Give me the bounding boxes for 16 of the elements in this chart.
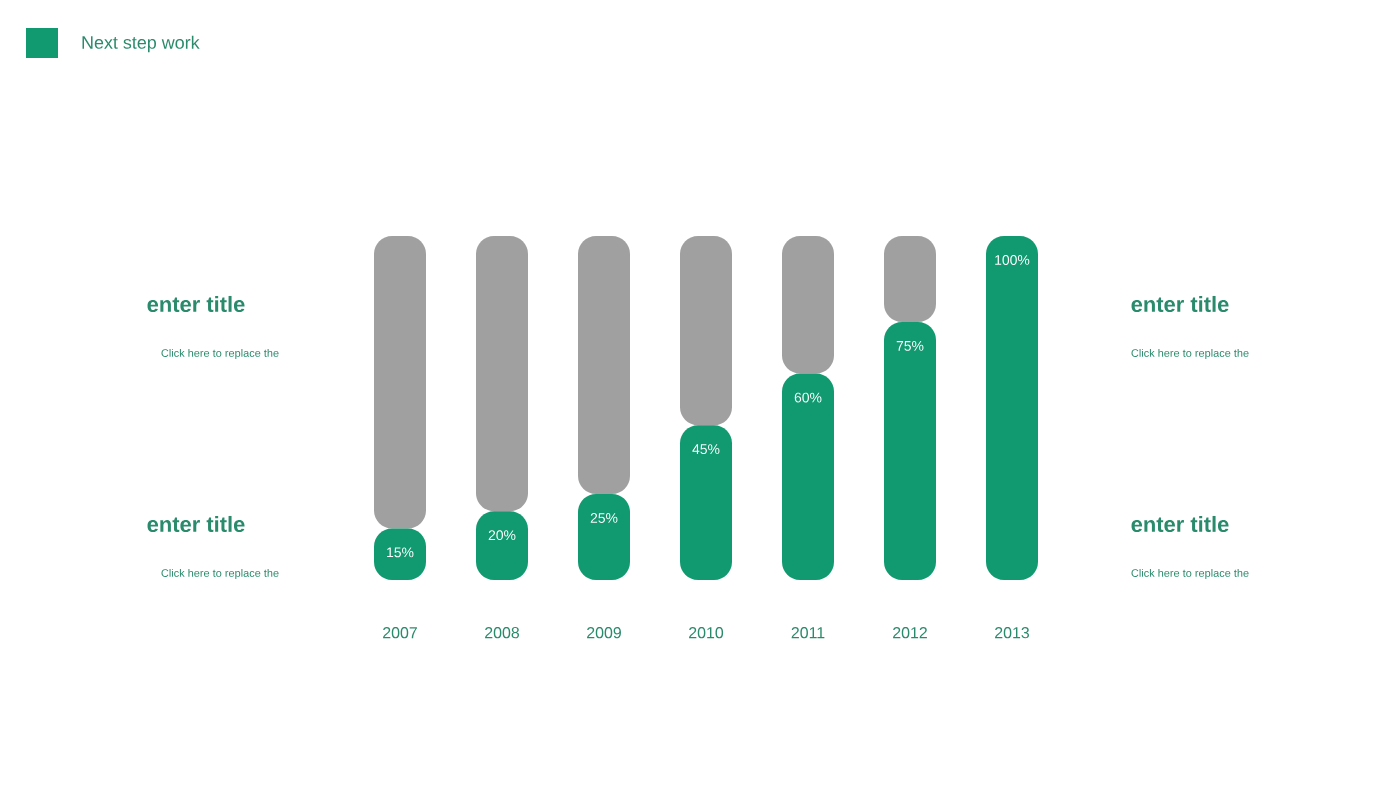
bar [578,235,630,494]
bar [578,494,630,580]
text: enter title [1131,295,1229,313]
text: enter title [147,295,245,313]
bar [374,235,426,529]
bar [680,425,732,580]
bar [782,235,834,374]
bar [884,322,936,580]
bar [782,373,834,580]
bar [986,235,1038,580]
text: Next step work [82,35,200,53]
text: enter title [147,515,245,533]
bar [476,235,528,512]
bar [884,235,936,322]
bar [680,235,732,426]
text: enter title [1131,515,1229,533]
